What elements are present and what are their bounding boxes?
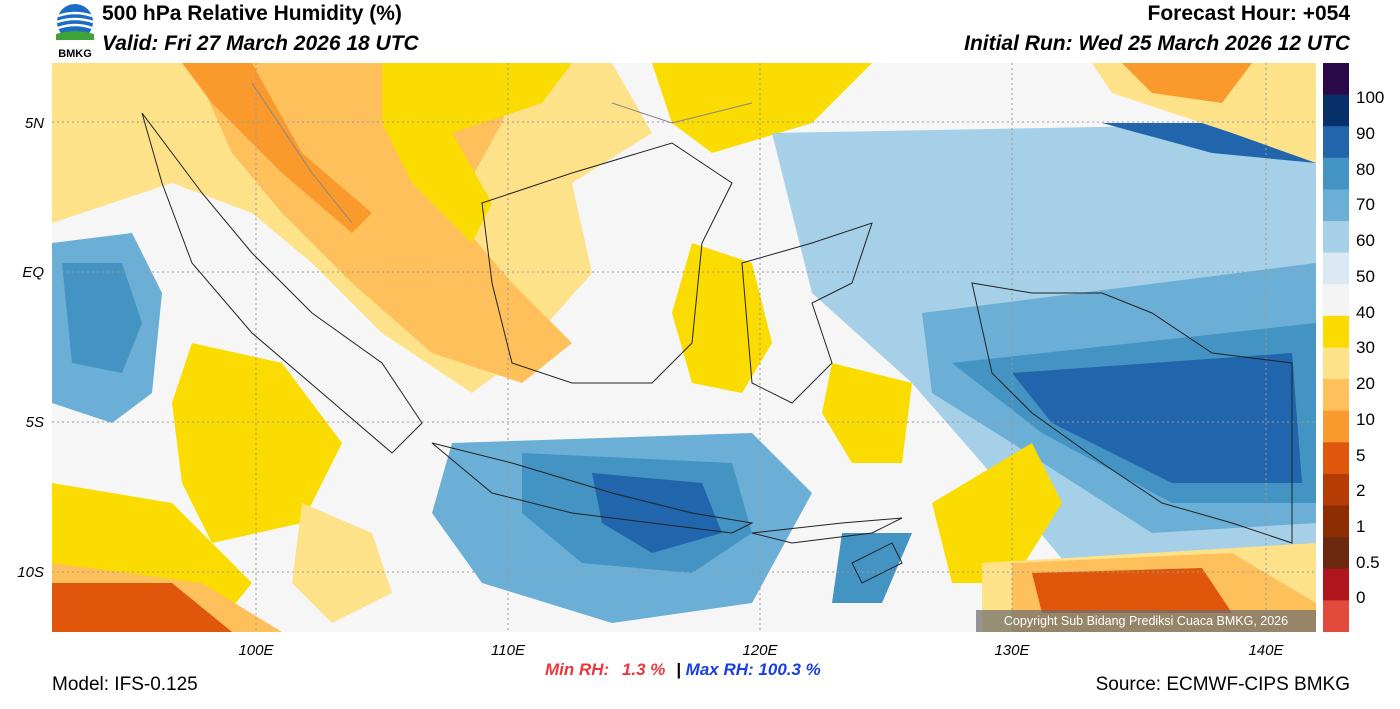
colorbar-swatch [1323,537,1349,570]
colorbar-label: 50 [1356,267,1375,286]
lon-label-130e: 130E [994,642,1030,659]
initial-run: Initial Run: Wed 25 March 2026 12 UTC [964,32,1350,55]
colorbar-swatch [1323,157,1349,190]
colorbar-swatch [1323,252,1349,285]
colorbar-swatch [1323,315,1349,348]
colorbar-label: 10 [1356,410,1375,429]
bmkg-logo: BMKG [56,4,94,60]
colorbar-swatch [1323,600,1349,632]
lon-label-100e: 100E [238,642,274,659]
colorbar-label: 60 [1356,231,1375,250]
logo-text: BMKG [58,48,92,60]
max-rh-label: Max RH: [685,660,754,679]
colorbar-label: 70 [1356,195,1375,214]
colorbar-swatch [1323,410,1349,443]
colorbar-swatch [1323,221,1349,254]
colorbar-label: 2 [1356,481,1366,500]
colorbar-label: 5 [1356,446,1366,465]
colorbar [1323,63,1349,632]
colorbar-label: 90 [1356,124,1375,143]
colorbar-swatch [1323,379,1349,412]
colorbar-label: 30 [1356,338,1375,357]
colorbar-swatch [1323,505,1349,538]
colorbar-swatch [1323,126,1349,159]
colorbar-swatch [1323,189,1349,222]
lon-label-120e: 120E [742,642,778,659]
colorbar-label: 1 [1356,517,1366,536]
colorbar-label: 0.5 [1356,553,1380,572]
colorbar-swatch [1323,473,1349,507]
source-label: Source: ECMWF-CIPS BMKG [1095,674,1350,695]
colorbar-label: 100 [1356,88,1385,107]
copyright-notice: Copyright Sub Bidang Prediksi Cuaca BMKG… [976,610,1316,632]
lat-label-5n: 5N [24,115,44,132]
colorbar-swatch [1323,284,1349,317]
colorbar-swatch [1323,347,1349,380]
model-label: Model: IFS-0.125 [52,674,198,695]
max-rh-value: 100.3 % [758,660,821,679]
humidity-map [52,63,1316,632]
colorbar-swatch [1323,442,1349,475]
min-rh-label: Min RH: [545,660,610,679]
lon-label-110e: 110E [491,642,525,659]
colorbar-label: 20 [1356,374,1375,393]
colorbar-swatch [1323,63,1349,96]
colorbar-label: 80 [1356,160,1375,179]
colorbar-label: 40 [1356,303,1375,322]
lat-label-10s: 10S [17,564,44,581]
stats-separator: | [676,660,681,679]
lat-label-5s: 5S [25,414,44,431]
valid-time: Valid: Fri 27 March 2026 18 UTC [102,32,419,55]
rh-stats: Min RH: 1.3 % | Max RH: 100.3 % [545,660,821,680]
colorbar-label: 0 [1356,588,1366,607]
colorbar-swatch [1323,568,1349,601]
forecast-hour: Forecast Hour: +054 [1147,2,1351,25]
min-rh-value: 1.3 % [621,660,666,679]
lat-label-eq: EQ [22,264,44,281]
map-title: 500 hPa Relative Humidity (%) [102,2,402,25]
colorbar-swatch [1323,94,1349,127]
lon-label-140e: 140E [1248,642,1284,659]
